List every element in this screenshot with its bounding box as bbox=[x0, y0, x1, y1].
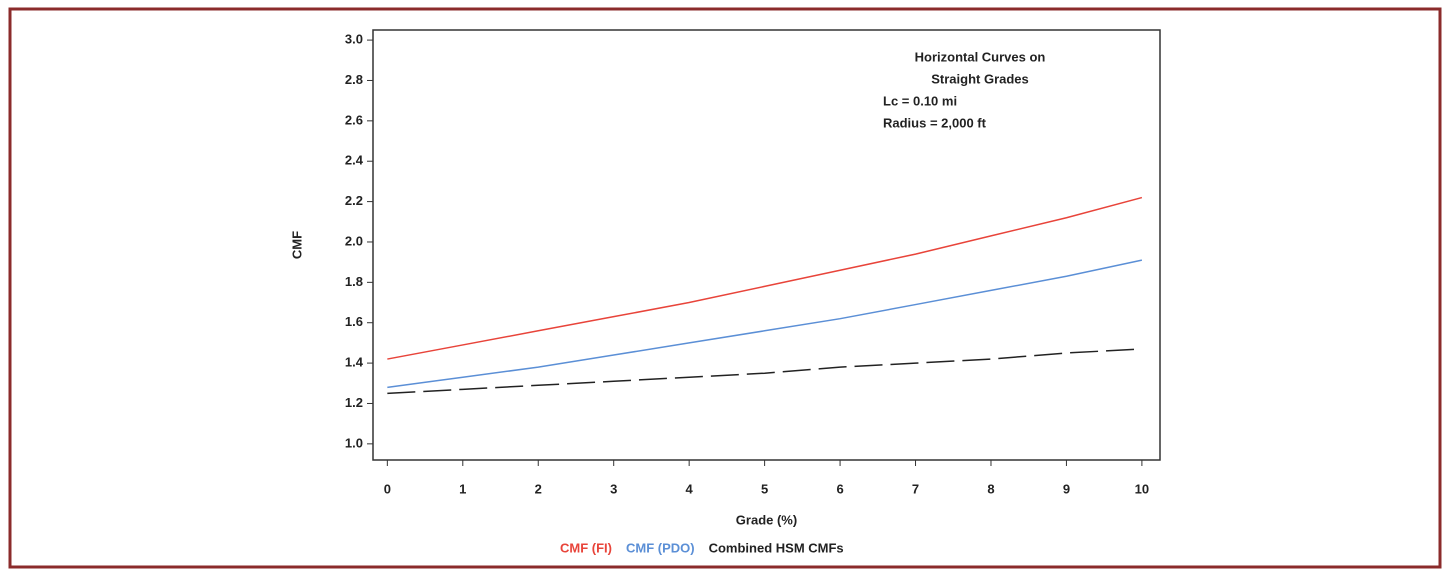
annotation: Lc = 0.10 mi bbox=[883, 93, 957, 108]
series-line bbox=[387, 348, 1142, 395]
series-line bbox=[387, 259, 1143, 389]
series-line bbox=[387, 196, 1143, 360]
x-tick-label: 0 bbox=[384, 481, 391, 496]
x-tick-label: 2 bbox=[535, 481, 542, 496]
y-tick-label: 2.0 bbox=[345, 233, 363, 248]
y-axis-label: CMF bbox=[289, 231, 304, 259]
y-tick-label: 1.0 bbox=[345, 435, 363, 450]
legend-entry: CMF (FI) bbox=[560, 540, 612, 555]
y-tick-label: 1.4 bbox=[345, 355, 364, 370]
x-tick-label: 8 bbox=[987, 481, 994, 496]
y-tick-label: 1.8 bbox=[345, 274, 363, 289]
legend-entry: Combined HSM CMFs bbox=[709, 540, 844, 555]
y-tick-label: 2.6 bbox=[345, 112, 363, 127]
y-tick-label: 2.8 bbox=[345, 72, 363, 87]
x-tick-label: 4 bbox=[686, 481, 694, 496]
y-tick-label: 1.6 bbox=[345, 314, 363, 329]
x-tick-label: 9 bbox=[1063, 481, 1070, 496]
annotation: Horizontal Curves on bbox=[915, 49, 1046, 64]
x-tick-label: 10 bbox=[1135, 481, 1149, 496]
annotation: Radius = 2,000 ft bbox=[883, 115, 987, 130]
legend-entry: CMF (PDO) bbox=[626, 540, 695, 555]
y-tick-label: 2.2 bbox=[345, 193, 363, 208]
plot-area bbox=[372, 29, 1161, 461]
x-axis-label: Grade (%) bbox=[736, 512, 797, 527]
y-tick-label: 1.2 bbox=[345, 395, 363, 410]
y-tick-label: 3.0 bbox=[345, 32, 363, 47]
x-tick-label: 5 bbox=[761, 481, 768, 496]
x-tick-label: 1 bbox=[459, 481, 466, 496]
y-tick-label: 2.4 bbox=[345, 153, 364, 168]
x-tick-label: 6 bbox=[836, 481, 843, 496]
frame bbox=[8, 7, 1442, 569]
annotation: Straight Grades bbox=[931, 71, 1029, 86]
x-tick-label: 7 bbox=[912, 481, 919, 496]
x-tick-label: 3 bbox=[610, 481, 617, 496]
